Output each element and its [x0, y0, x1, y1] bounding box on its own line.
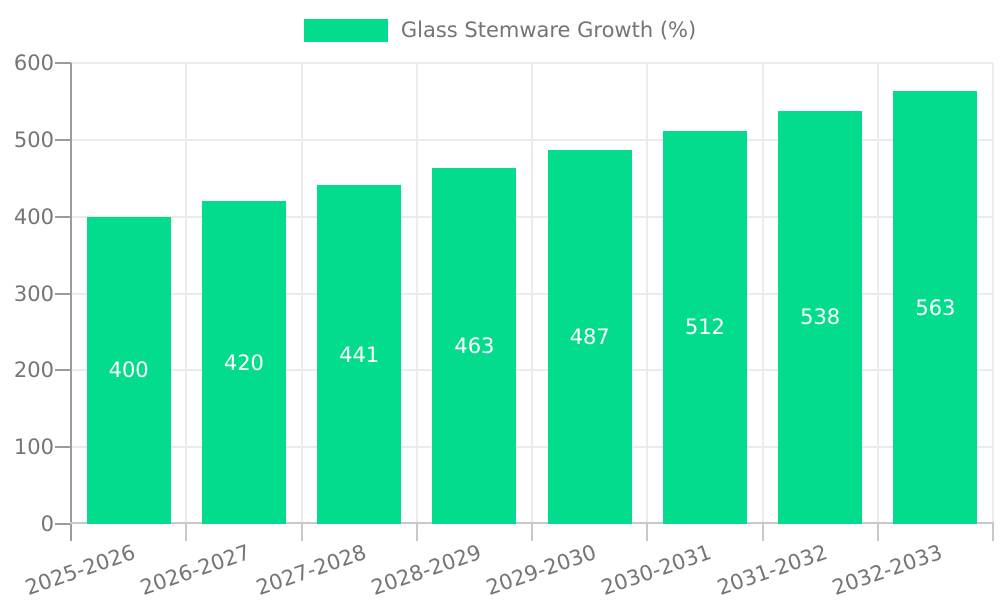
y-axis-label: 100	[13, 435, 54, 460]
v-gridline	[646, 63, 649, 524]
x-tick-mark	[876, 524, 879, 541]
bar[interactable]: 420	[201, 201, 286, 524]
v-gridline	[531, 63, 533, 524]
y-axis-label: 600	[13, 51, 54, 75]
y-tick-mark	[55, 215, 71, 218]
bar-value-label: 463	[454, 334, 495, 359]
y-axis-label: 500	[13, 127, 54, 152]
y-tick-mark	[55, 523, 71, 525]
x-axis-label: 2027-2028	[252, 540, 369, 600]
bar[interactable]: 563	[893, 91, 978, 524]
v-gridline	[415, 63, 418, 524]
x-axis-label: 2032-2033	[829, 540, 946, 600]
bar-value-label: 487	[569, 324, 610, 349]
y-axis-label: 300	[13, 281, 54, 306]
bar-value-label: 538	[800, 305, 841, 330]
x-tick-mark	[300, 524, 303, 541]
x-tick-mark	[761, 524, 764, 541]
x-tick-mark	[992, 524, 994, 541]
legend[interactable]: Glass Stemware Growth (%)	[0, 18, 1000, 42]
v-gridline	[185, 63, 188, 524]
v-gridline	[992, 63, 994, 524]
x-tick-mark	[646, 524, 649, 541]
y-axis-label: 400	[13, 204, 54, 229]
x-tick-mark	[185, 524, 188, 541]
y-axis-label: 0	[40, 512, 54, 536]
x-axis-label: 2030-2031	[598, 540, 715, 600]
bar[interactable]: 538	[778, 110, 863, 524]
v-gridline	[300, 63, 303, 524]
y-tick-mark	[55, 138, 71, 141]
x-axis-label: 2029-2030	[483, 540, 600, 600]
x-axis-label: 2031-2032	[713, 540, 830, 600]
x-axis-label: 2025-2026	[22, 540, 139, 600]
x-tick-mark	[415, 524, 418, 541]
bar[interactable]: 400	[86, 216, 171, 524]
v-gridline	[876, 63, 879, 524]
bar[interactable]: 441	[317, 185, 402, 524]
legend-swatch	[303, 18, 388, 42]
y-tick-mark	[55, 446, 71, 449]
y-axis-label: 200	[13, 358, 54, 383]
bar-value-label: 420	[223, 350, 264, 375]
bar-value-label: 400	[108, 358, 149, 383]
legend-label: Glass Stemware Growth (%)	[400, 18, 697, 42]
bar-value-label: 512	[684, 315, 725, 340]
bar[interactable]: 512	[662, 130, 747, 524]
y-tick-mark	[55, 292, 71, 295]
y-axis-line	[70, 63, 72, 541]
x-axis-label: 2028-2029	[368, 540, 485, 600]
x-tick-mark	[531, 524, 533, 541]
v-gridline	[761, 63, 764, 524]
bar-value-label: 563	[915, 295, 956, 320]
bar[interactable]: 487	[547, 149, 632, 524]
y-tick-mark	[55, 62, 71, 64]
x-axis-label: 2026-2027	[137, 540, 254, 600]
x-axis-baseline	[70, 522, 994, 524]
bar-value-label: 441	[339, 342, 380, 367]
y-tick-mark	[55, 369, 71, 372]
bar[interactable]: 463	[432, 168, 517, 524]
